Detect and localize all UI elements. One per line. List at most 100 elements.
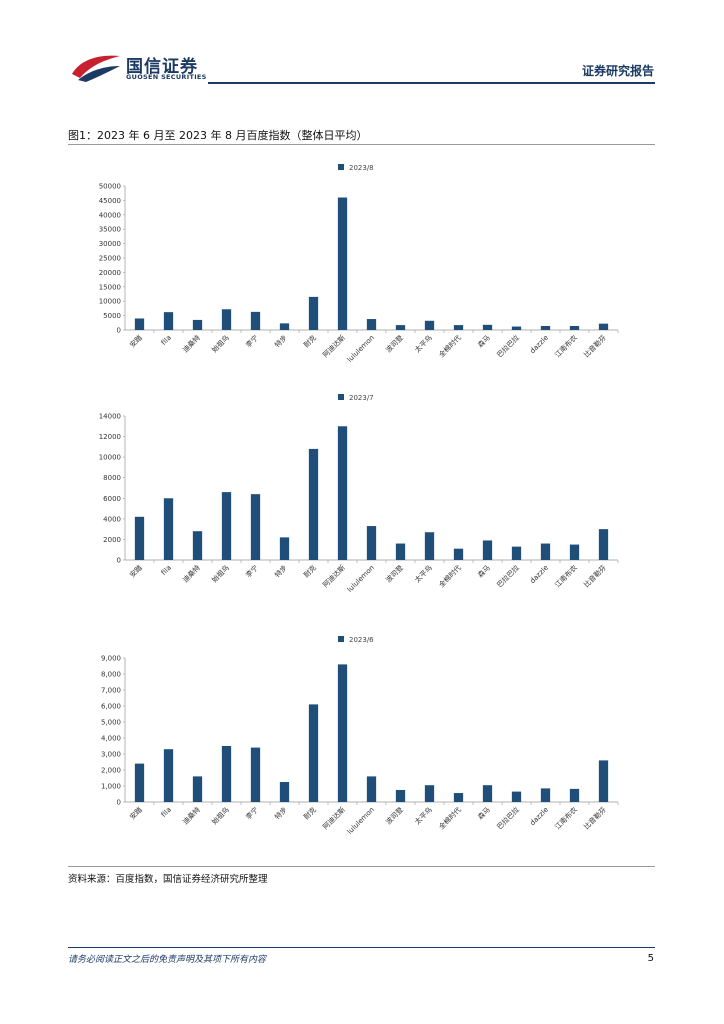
x-tick-label: 迪桑特 bbox=[181, 333, 202, 354]
y-tick-label: 25000 bbox=[99, 255, 121, 263]
x-tick-label: 迪桑特 bbox=[181, 563, 202, 584]
x-tick-label: dazzle bbox=[528, 564, 549, 585]
page-number: 5 bbox=[647, 953, 654, 964]
figure-top-divider bbox=[68, 144, 655, 145]
logo-blue-swoosh bbox=[78, 66, 120, 82]
x-tick-label: 太平鸟 bbox=[413, 563, 434, 584]
x-tick-label: 比音勒芬 bbox=[582, 333, 608, 359]
bar bbox=[424, 532, 435, 560]
figure-title: 图1：2023 年 6 月至 2023 年 8 月百度指数（整体日平均） bbox=[68, 129, 368, 142]
bar bbox=[366, 319, 377, 330]
header-divider bbox=[208, 82, 655, 84]
report-type-label: 证券研究报告 bbox=[581, 64, 654, 78]
x-tick-label: 江南布衣 bbox=[553, 333, 579, 359]
y-tick-label: 10000 bbox=[99, 298, 121, 306]
bar bbox=[540, 543, 551, 560]
bar bbox=[482, 540, 493, 560]
x-tick-label: 波司登 bbox=[384, 563, 405, 584]
bar bbox=[569, 544, 580, 560]
y-tick-label: 14000 bbox=[99, 413, 121, 421]
y-tick-label: 30000 bbox=[99, 240, 121, 248]
x-tick-label: 比音勒芬 bbox=[582, 805, 608, 831]
bar bbox=[163, 312, 174, 330]
bar bbox=[395, 325, 406, 330]
y-tick-label: 12000 bbox=[99, 433, 121, 441]
x-tick-label: 太平鸟 bbox=[413, 805, 434, 826]
bar bbox=[569, 325, 580, 330]
bar bbox=[337, 664, 348, 802]
x-tick-label: 阿迪达斯 bbox=[321, 333, 347, 359]
y-tick-label: 45000 bbox=[99, 197, 121, 205]
x-tick-label: 始祖鸟 bbox=[210, 805, 231, 826]
bar bbox=[511, 326, 522, 330]
y-tick-label: 0 bbox=[117, 327, 121, 335]
bar bbox=[192, 776, 203, 802]
x-tick-label: 全棉时代 bbox=[437, 563, 463, 589]
legend-label: 2023/6 bbox=[349, 636, 374, 644]
figure-source: 资料来源：百度指数，国信证券经济研究所整理 bbox=[68, 874, 268, 885]
x-tick-label: 耐克 bbox=[302, 805, 318, 821]
bar bbox=[598, 760, 609, 802]
x-tick-label: lululemon bbox=[346, 334, 376, 364]
bar bbox=[424, 320, 435, 330]
bar bbox=[308, 448, 319, 560]
bar bbox=[279, 323, 290, 330]
x-tick-label: 耐克 bbox=[302, 563, 318, 579]
x-tick-label: 全棉时代 bbox=[437, 333, 463, 359]
x-tick-label: 李宁 bbox=[244, 333, 260, 349]
y-tick-label: 4,000 bbox=[101, 735, 121, 743]
bar bbox=[308, 704, 319, 802]
bar bbox=[192, 531, 203, 560]
legend-label: 2023/8 bbox=[349, 164, 374, 172]
x-tick-label: 特步 bbox=[273, 805, 289, 821]
legend-label: 2023/7 bbox=[349, 394, 374, 402]
chart-2023-06: 2023/6 0 1,000 2,000 3,000 4,000 5,000 6,000 7,0… bbox=[101, 636, 619, 836]
x-tick-label: 耐克 bbox=[302, 333, 318, 349]
bar bbox=[134, 763, 145, 802]
x-tick-label: 全棉时代 bbox=[437, 805, 463, 831]
bar bbox=[337, 197, 348, 330]
logo-red-swoosh bbox=[72, 55, 120, 78]
bar bbox=[192, 319, 203, 330]
bar bbox=[453, 325, 464, 330]
y-tick-label: 50000 bbox=[99, 183, 121, 191]
bar bbox=[308, 296, 319, 330]
bar bbox=[482, 785, 493, 802]
y-tick-label: 0 bbox=[117, 799, 121, 807]
guosen-logo-icon bbox=[72, 55, 120, 82]
y-tick-label: 3,000 bbox=[101, 751, 121, 759]
x-tick-label: fila bbox=[160, 806, 173, 819]
x-tick-label: 李宁 bbox=[244, 563, 260, 579]
x-tick-label: 始祖鸟 bbox=[210, 563, 231, 584]
bar bbox=[366, 526, 377, 560]
y-tick-label: 15000 bbox=[99, 283, 121, 291]
y-tick-label: 6,000 bbox=[101, 703, 121, 711]
bar bbox=[453, 793, 464, 802]
x-tick-label: 巴拉巴拉 bbox=[495, 333, 521, 359]
figure-bottom-divider bbox=[68, 866, 655, 867]
chart-2023-07: 2023/7 0 2000 4000 6000 8000 10000 12000 14000 安踏… bbox=[99, 394, 619, 594]
bar bbox=[569, 788, 580, 802]
y-tick-label: 8000 bbox=[103, 474, 121, 482]
x-tick-label: 阿迪达斯 bbox=[321, 805, 347, 831]
bar bbox=[598, 529, 609, 560]
bar bbox=[221, 492, 232, 560]
x-tick-label: 江南布衣 bbox=[553, 563, 579, 589]
y-tick-label: 5,000 bbox=[101, 719, 121, 727]
bar bbox=[540, 325, 551, 330]
x-tick-label: 森马 bbox=[476, 805, 492, 821]
bar bbox=[279, 782, 290, 802]
x-tick-label: 太平鸟 bbox=[413, 333, 434, 354]
x-tick-label: 安踏 bbox=[128, 563, 144, 579]
bar bbox=[250, 747, 261, 802]
footer-disclaimer: 请务必阅读正文之后的免责声明及其项下所有内容 bbox=[68, 955, 267, 965]
bar bbox=[511, 546, 522, 560]
x-tick-label: 比音勒芬 bbox=[582, 563, 608, 589]
bar bbox=[337, 426, 348, 560]
x-tick-label: fila bbox=[160, 564, 173, 577]
brand-name-en: GUOSEN SECURITIES bbox=[126, 73, 207, 81]
bar bbox=[395, 790, 406, 802]
y-tick-label: 1,000 bbox=[101, 783, 121, 791]
x-tick-label: 特步 bbox=[273, 563, 289, 579]
x-tick-label: 森马 bbox=[476, 563, 492, 579]
